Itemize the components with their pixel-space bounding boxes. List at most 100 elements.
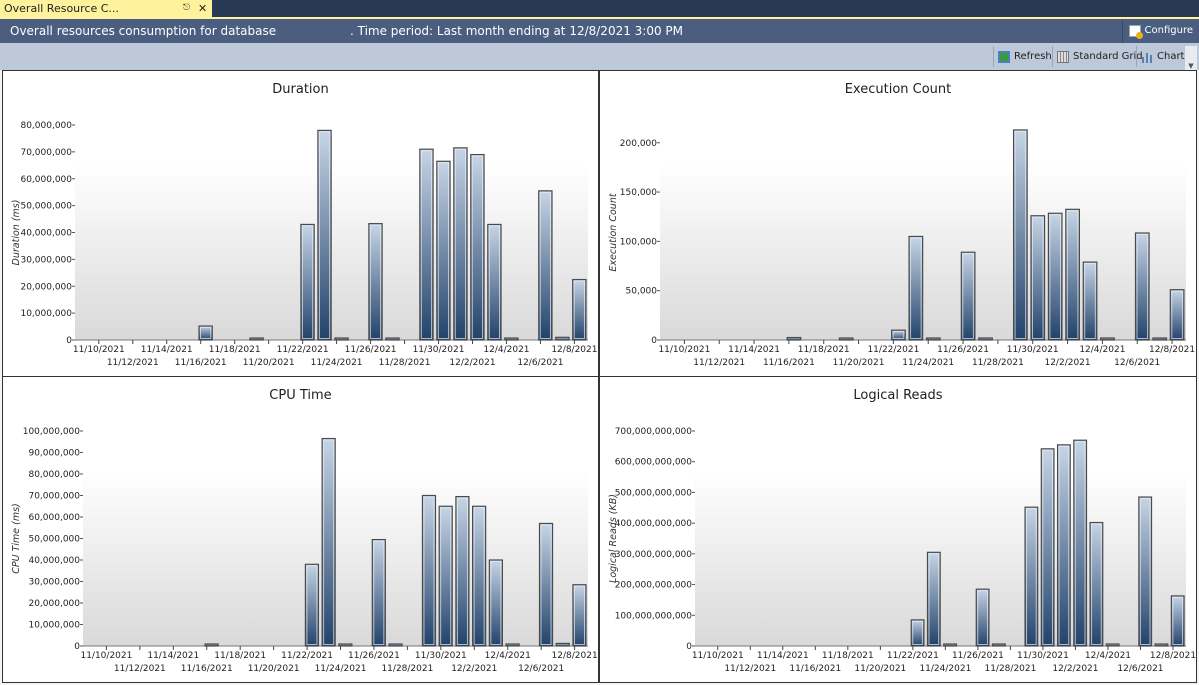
- y-tick-label: 100,000: [620, 237, 657, 247]
- logical-reads-chart-panel: Logical Reads Logical Reads (KB) 0 100,000,…: [599, 376, 1197, 683]
- bar[interactable]: [1012, 129, 1028, 341]
- bar[interactable]: [453, 147, 468, 341]
- refresh-icon: [998, 50, 1010, 63]
- x-tick-label: 11/12/2021: [114, 664, 166, 674]
- bar[interactable]: [304, 563, 320, 647]
- bar[interactable]: [838, 337, 854, 341]
- bar[interactable]: [1024, 506, 1039, 647]
- x-tick-label: 11/24/2021: [919, 664, 971, 674]
- bar[interactable]: [538, 522, 554, 647]
- bar[interactable]: [991, 643, 1006, 647]
- y-axis-label: CPU Time (ms): [11, 503, 22, 574]
- bar[interactable]: [926, 551, 941, 647]
- bar[interactable]: [338, 643, 353, 647]
- close-icon[interactable]: ✕: [198, 2, 208, 15]
- bar[interactable]: [317, 129, 332, 341]
- bar[interactable]: [1152, 337, 1168, 341]
- bar[interactable]: [470, 153, 485, 341]
- bar[interactable]: [249, 337, 264, 341]
- standard-grid-button[interactable]: Standard Grid: [1052, 46, 1147, 67]
- bar[interactable]: [436, 160, 451, 341]
- time-period: . Time period: Last month ending at 12/8…: [350, 24, 684, 38]
- bar[interactable]: [1138, 496, 1153, 647]
- bar-highlight: [1042, 449, 1053, 645]
- bar[interactable]: [419, 148, 434, 341]
- bar[interactable]: [1065, 208, 1081, 341]
- chart-label: Chart: [1157, 51, 1185, 62]
- bar[interactable]: [910, 619, 925, 647]
- bar[interactable]: [538, 190, 553, 341]
- configure-button[interactable]: Configure: [1121, 19, 1199, 43]
- bar[interactable]: [943, 643, 958, 647]
- bar[interactable]: [1105, 643, 1120, 647]
- x-tick-label: 11/18/2021: [214, 651, 266, 661]
- pin-icon[interactable]: ⎋: [183, 3, 191, 13]
- x-tick-label: 12/2/2021: [451, 664, 497, 674]
- bar[interactable]: [786, 336, 802, 341]
- bar[interactable]: [334, 337, 349, 341]
- bar-highlight: [323, 439, 335, 646]
- bar[interactable]: [572, 584, 587, 647]
- bar[interactable]: [488, 559, 503, 647]
- report-header: Overall resources consumption for databa…: [0, 19, 1199, 43]
- bar[interactable]: [204, 643, 219, 647]
- bar[interactable]: [1047, 212, 1063, 341]
- bar[interactable]: [487, 223, 502, 341]
- y-tick-label: 700,000,000,000: [615, 427, 693, 437]
- y-tick-label: 40,000,000: [28, 556, 80, 566]
- x-tick-label: 11/16/2021: [181, 664, 233, 674]
- chart-button[interactable]: Chart: [1136, 46, 1188, 67]
- bar[interactable]: [455, 495, 470, 647]
- bar[interactable]: [978, 337, 993, 341]
- bar[interactable]: [321, 437, 336, 647]
- bar[interactable]: [368, 223, 383, 341]
- refresh-button[interactable]: Refresh: [993, 46, 1056, 67]
- bar[interactable]: [371, 538, 386, 647]
- x-tick-label: 11/12/2021: [107, 358, 159, 368]
- y-tick-label: 150,000: [620, 188, 657, 198]
- bar[interactable]: [555, 642, 570, 647]
- chart-svg: Execution Count Execution Count 0 50,000 100…: [608, 82, 1195, 368]
- x-tick-label: 12/6/2021: [1117, 664, 1163, 674]
- y-tick-label: 0: [66, 336, 72, 346]
- bar[interactable]: [505, 643, 520, 647]
- bar[interactable]: [1040, 448, 1055, 647]
- bar[interactable]: [908, 235, 924, 341]
- x-tick-label: 11/22/2021: [887, 651, 939, 661]
- bar[interactable]: [1154, 643, 1169, 647]
- bar[interactable]: [925, 337, 941, 341]
- x-tick-label: 12/8/2021: [1150, 651, 1196, 661]
- bar[interactable]: [555, 336, 570, 341]
- x-tick-label: 11/20/2021: [833, 358, 885, 368]
- y-tick-label: 200,000: [620, 139, 657, 149]
- bar[interactable]: [421, 494, 437, 647]
- bar[interactable]: [572, 278, 587, 341]
- bar[interactable]: [198, 325, 213, 341]
- bar-highlight: [977, 590, 988, 646]
- bar[interactable]: [1073, 439, 1088, 647]
- x-tick-label: 11/26/2021: [348, 651, 400, 661]
- bar[interactable]: [504, 337, 519, 341]
- bar[interactable]: [1100, 337, 1115, 341]
- bar[interactable]: [1089, 521, 1104, 647]
- bar[interactable]: [300, 223, 315, 341]
- bar[interactable]: [388, 643, 403, 647]
- bar[interactable]: [1170, 595, 1185, 647]
- bar[interactable]: [1056, 444, 1071, 647]
- bar[interactable]: [438, 505, 453, 647]
- document-tab[interactable]: Overall Resource C... ⎋ ✕: [0, 0, 212, 17]
- bar[interactable]: [385, 337, 400, 341]
- toolbar-overflow-button[interactable]: ▼: [1185, 46, 1197, 70]
- y-tick-label: 50,000,000: [28, 535, 80, 545]
- bar-highlight: [473, 507, 485, 645]
- bar[interactable]: [960, 251, 976, 341]
- bar[interactable]: [472, 505, 487, 647]
- bar[interactable]: [891, 329, 906, 341]
- bar-highlight: [200, 327, 212, 339]
- bar[interactable]: [1169, 289, 1185, 341]
- bar[interactable]: [975, 588, 990, 647]
- bar[interactable]: [1134, 232, 1150, 341]
- bar[interactable]: [1082, 261, 1098, 341]
- x-tick-label: 11/20/2021: [243, 358, 295, 368]
- bar[interactable]: [1030, 215, 1046, 341]
